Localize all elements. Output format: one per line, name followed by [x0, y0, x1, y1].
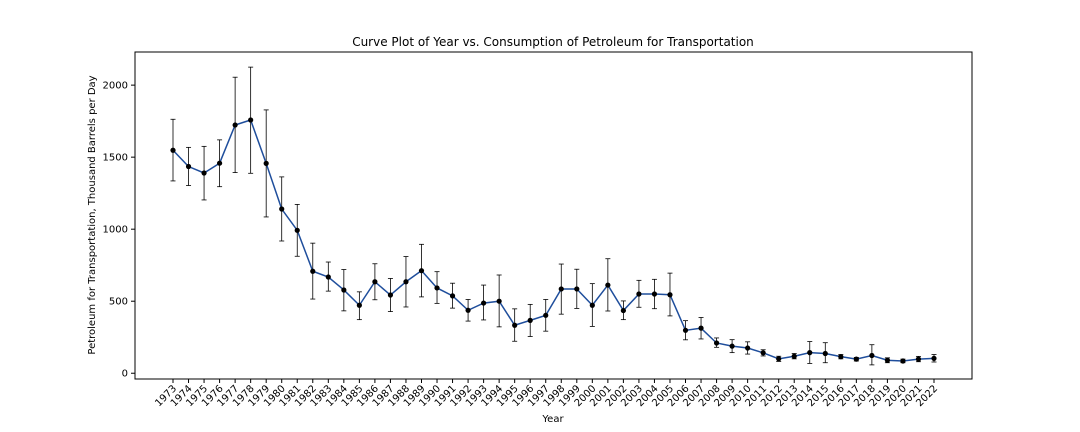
data-point [512, 322, 518, 328]
data-point [387, 292, 394, 298]
data-point [760, 350, 766, 356]
data-point [822, 350, 828, 357]
data-point [263, 160, 269, 166]
y-tick-label: 1500 [103, 153, 128, 164]
data-point [310, 268, 316, 274]
error-bars [170, 66, 937, 366]
data-point [682, 327, 689, 333]
data-point [791, 353, 797, 359]
data-point [729, 343, 735, 349]
data-point [651, 291, 658, 297]
data-point [527, 317, 533, 323]
plot-area-frame [134, 51, 973, 380]
y-tick-label: 0 [122, 369, 128, 380]
y-tick-label: 2000 [103, 81, 128, 92]
data-point [294, 227, 300, 233]
data-point [543, 312, 549, 318]
data-point [869, 352, 875, 359]
data-point [620, 307, 626, 314]
y-axis: 0 500 1000 1500 2000 [103, 81, 135, 380]
data-point [185, 163, 192, 170]
data-point [574, 286, 580, 292]
y-tick-label: 500 [109, 297, 128, 308]
data-point [900, 358, 906, 364]
data-point [356, 302, 362, 308]
data-point [481, 300, 487, 306]
series-line [172, 119, 935, 362]
data-point [465, 307, 471, 313]
data-point [807, 350, 813, 356]
data-point [745, 345, 751, 351]
data-point [838, 354, 844, 360]
data-point [698, 325, 704, 331]
x-axis-title: Year [541, 414, 564, 425]
data-point [915, 356, 922, 362]
chart-title: Curve Plot of Year vs. Consumption of Pe… [352, 35, 754, 49]
data-point [279, 206, 285, 212]
data-point [636, 291, 642, 297]
data-point [372, 279, 378, 285]
data-point [558, 286, 564, 292]
data-point [325, 274, 331, 280]
data-point [341, 287, 347, 293]
data-points [170, 117, 937, 364]
y-tick-label: 1000 [103, 225, 128, 236]
data-point [434, 285, 440, 291]
data-point [931, 355, 937, 362]
data-point [170, 147, 176, 153]
data-point [713, 340, 720, 346]
y-axis-title: Petroleum for Transportation, Thousand B… [87, 75, 98, 354]
data-point [776, 356, 782, 362]
data-point [605, 282, 611, 288]
data-point [884, 357, 891, 363]
data-point [403, 279, 409, 285]
data-point [589, 302, 595, 308]
data-point [853, 356, 859, 362]
data-point [216, 160, 223, 166]
data-point [449, 293, 456, 299]
data-point [248, 117, 254, 123]
data-point [232, 122, 238, 128]
x-axis: 1973197419751976197719781979198019811982… [153, 379, 940, 409]
data-point [496, 298, 502, 304]
data-point [667, 292, 673, 298]
data-point [418, 268, 425, 274]
data-point [201, 170, 207, 176]
